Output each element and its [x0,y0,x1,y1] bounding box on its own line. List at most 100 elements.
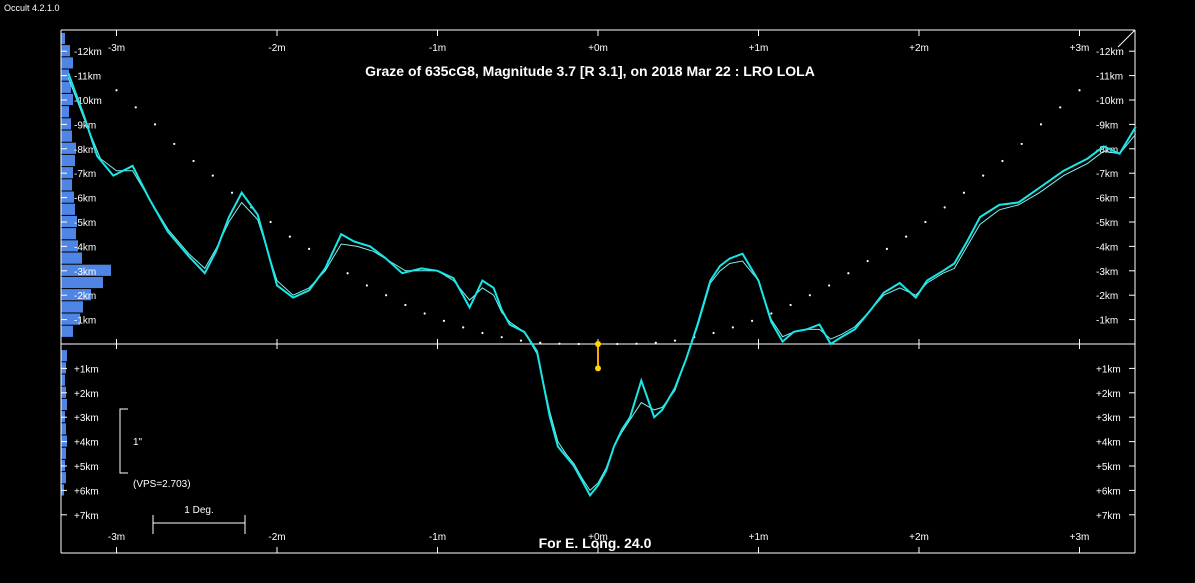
limb-dot [153,123,157,126]
limb-dot [828,284,831,287]
y-tick-label-left: +1km [74,364,99,375]
limb-dot [173,142,176,146]
profile-detailed-line [67,72,1137,498]
x-tick-label-top: -3m [108,43,125,54]
limb-dot [230,191,234,194]
x-tick-label-bottom: +1m [749,532,769,543]
limb-dot [539,341,542,344]
y-tick-label-left: -3km [74,267,96,278]
limb-dot [808,294,811,297]
limb-dot [770,312,773,315]
y-tick-label-right: -11km [1096,72,1123,83]
y-tick-label-right: -3km [1096,267,1118,278]
x-tick-label-bottom: +3m [1070,532,1090,543]
limb-dot [134,106,137,109]
y-tick-label-right: -7km [1096,169,1118,180]
y-tick-label-right: -5km [1096,218,1118,229]
limb-dot [654,341,657,344]
histogram-bar [61,313,80,325]
limb-dot [423,312,426,315]
y-tick-label-left: -12km [74,47,102,58]
y-tick-label-left: -5km [74,218,96,229]
x-tick-label-bottom: -3m [108,532,125,543]
limb-dot [192,159,195,163]
y-tick-label-right: -10km [1096,96,1124,107]
limb-dot [115,89,118,92]
limb-dot [866,259,869,263]
y-tick-label-left: -2km [74,291,96,302]
histogram-bar [61,374,65,386]
y-tick-label-left: -8km [74,145,96,156]
limb-dot [616,342,619,346]
y-tick-label-right: -1km [1096,316,1118,327]
histogram-bar [61,81,71,93]
limb-dot [308,247,311,250]
limb-dot [673,339,677,342]
limb-dot [577,342,580,346]
x-tick-label-top: -1m [429,43,446,54]
histogram-bar [61,398,67,411]
limb-dot [1001,159,1004,163]
x-tick-label-top: +1m [749,43,769,54]
limb-dot [731,326,734,329]
limb-dot [847,272,850,275]
star-path-endpoint [595,365,601,372]
y-tick-label-left: -1km [74,316,96,327]
limb-dot [500,336,503,339]
limb-dot [442,319,446,322]
vps-label: (VPS=2.703) [133,479,191,490]
limb-dot [558,342,561,345]
y-tick-label-right: -4km [1096,242,1118,253]
limb-dot [712,331,715,335]
limb-dot [1020,142,1023,146]
limb-dot [982,174,985,177]
degree-scale-bar: 1 Deg. [152,505,246,534]
x-tick-label-top: +3m [1070,43,1090,54]
histogram-bar [61,228,76,240]
y-tick-label-right: +5km [1096,462,1121,473]
histogram-bar [61,350,67,362]
limb-dot [750,319,754,322]
histogram-bar [61,276,103,289]
histogram-bar [61,447,66,459]
frame-corner-slash [1117,29,1136,48]
x-tick-label-top: +2m [909,43,929,54]
y-tick-label-right: -8km [1096,145,1118,156]
limb-dot [962,191,966,194]
histogram-bar [61,240,78,252]
limb-dot [481,331,484,335]
limb-dot [1059,106,1062,109]
profile-smooth-line [67,77,1137,492]
x-tick-label-top: +0m [588,43,608,54]
y-tick-label-right: -12km [1096,47,1124,58]
histogram-bar [61,215,77,228]
chart-title: Graze of 635cG8, Magnitude 3.7 [R 3.1], … [365,63,815,79]
histogram-bar [61,57,73,69]
histogram-bar [61,191,74,203]
y-tick-label-right: +7km [1096,511,1121,522]
x-tick-label-bottom: -2m [268,532,285,543]
y-tick-label-right: +3km [1096,413,1121,424]
star-path-endpoint [595,341,601,347]
chart-footer: For E. Long. 24.0 [539,535,652,551]
limb-dot [905,235,908,238]
y-tick-label-right: +1km [1096,364,1121,375]
y-tick-label-left: -4km [74,242,96,253]
histogram-bar [61,130,72,142]
histogram-bar [61,301,83,313]
y-tick-label-left: -9km [74,120,96,131]
degree-label: 1 Deg. [184,505,213,516]
histogram-bar [61,472,66,484]
x-tick-label-top: -2m [268,43,285,54]
limb-dot [462,326,465,329]
x-tick-label-bottom: +2m [909,532,929,543]
y-tick-label-right: +6km [1096,486,1121,497]
histogram-bar [61,179,72,191]
histogram-bar [61,142,76,154]
degree-bar-line [152,515,246,534]
y-tick-label-right: -6km [1096,194,1118,205]
limb-dot [1039,123,1043,126]
y-tick-label-left: +6km [74,486,99,497]
histogram-bar [61,45,70,57]
